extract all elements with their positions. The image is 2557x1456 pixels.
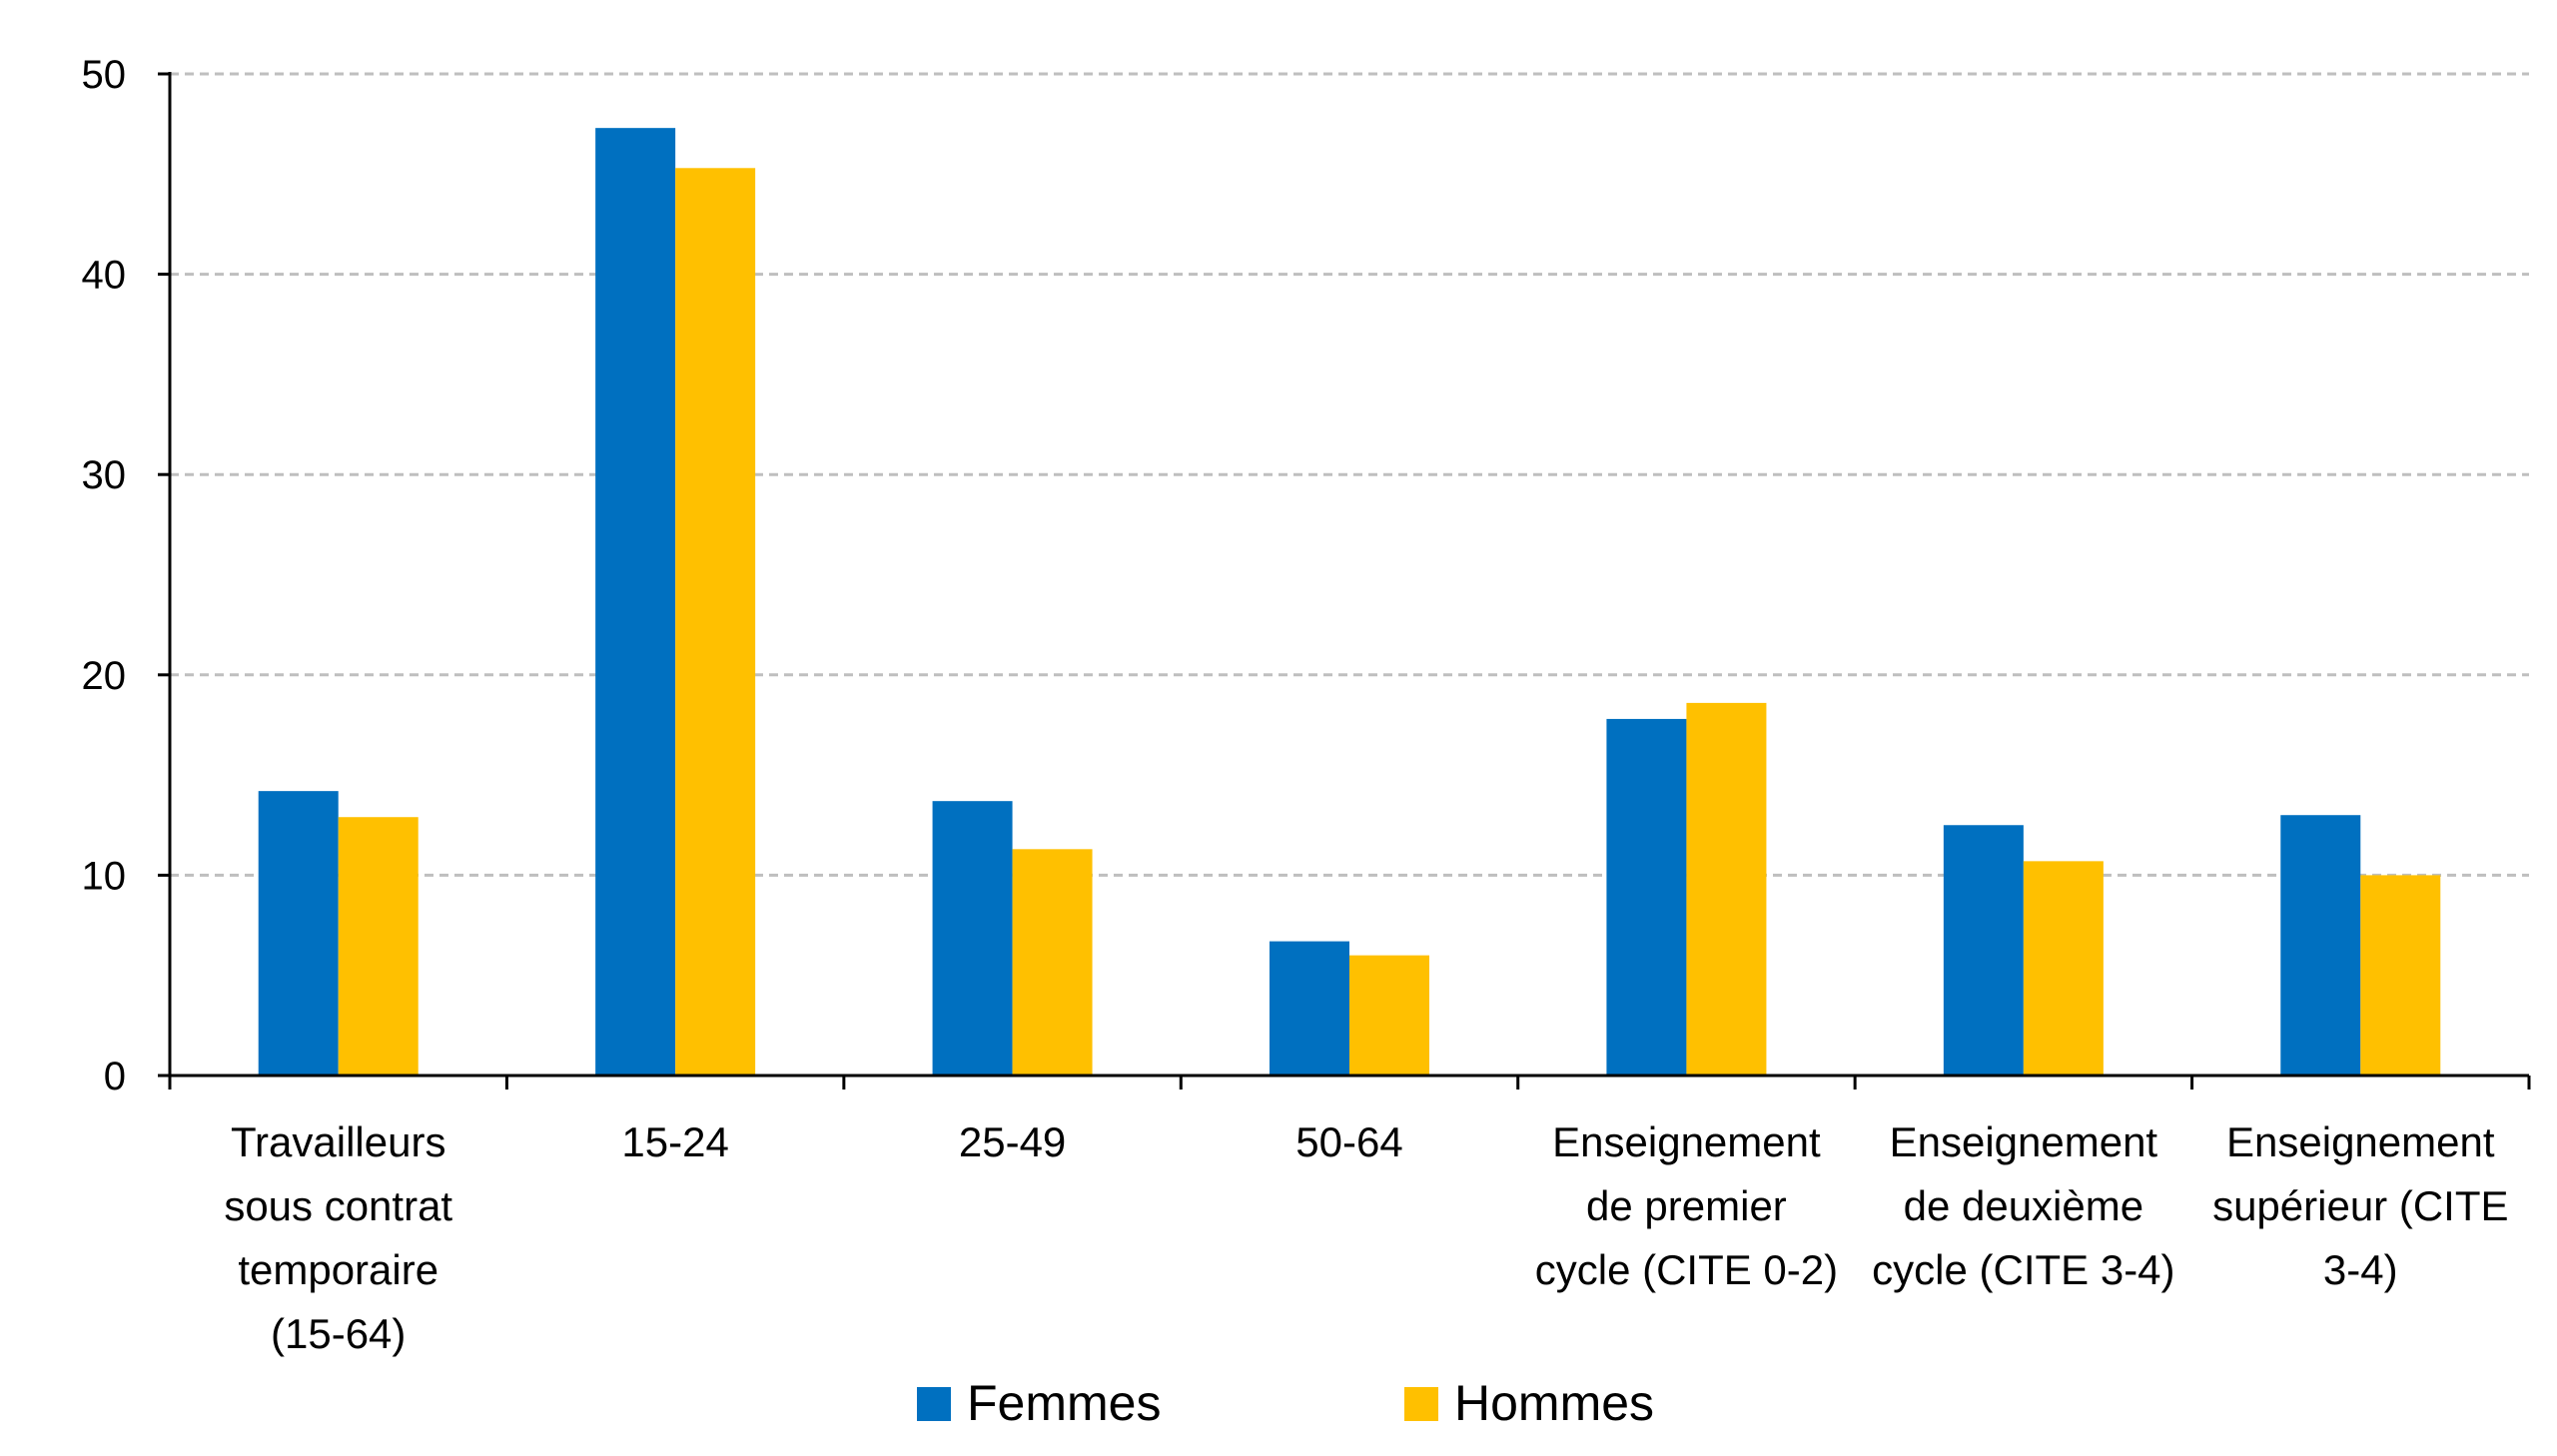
bar-femmes — [258, 791, 339, 1076]
x-tick-label-line: 3-4) — [2323, 1246, 2398, 1293]
y-axis-ticks: 0 10 20 30 40 50 — [82, 53, 170, 1098]
y-tick-label: 10 — [82, 854, 127, 898]
bar-hommes — [1686, 702, 1767, 1076]
gridlines — [170, 72, 2529, 877]
legend: Femmes Hommes — [917, 1375, 1654, 1431]
axes — [168, 72, 2531, 1090]
x-tick-label-line: cycle (CITE 3-4) — [1872, 1246, 2174, 1293]
legend-label: Femmes — [967, 1375, 1161, 1431]
x-tick-label-line: temporaire — [238, 1246, 438, 1293]
x-tick-label: Enseignement de deuxième cycle (CITE 3-4) — [1872, 1118, 2174, 1293]
bar-femmes — [932, 801, 1013, 1076]
bar-hommes — [2023, 861, 2104, 1076]
legend-item-femmes: Femmes — [917, 1375, 1161, 1431]
bar-hommes — [675, 168, 756, 1077]
x-tick-label: Enseignement supérieur (CITE 3-4) — [2212, 1118, 2508, 1293]
y-tick-label: 0 — [104, 1055, 126, 1098]
x-tick-label-line: 15-24 — [621, 1118, 728, 1165]
x-tick-label-line: Enseignement — [1890, 1118, 2158, 1165]
legend-swatch — [917, 1387, 951, 1421]
x-tick-label-line: Travailleurs — [231, 1118, 446, 1165]
bar-hommes — [338, 817, 419, 1076]
x-tick-label-line: Enseignement — [1552, 1118, 1821, 1165]
bar-femmes — [1943, 825, 2024, 1076]
x-tick-label-line: 50-64 — [1295, 1118, 1402, 1165]
x-axis-ticks: Travailleurs sous contrat temporaire (15-64… — [224, 1118, 2508, 1357]
bar-femmes — [595, 128, 676, 1077]
x-tick-label-line: de premier — [1586, 1182, 1787, 1229]
bar-femmes — [1606, 718, 1687, 1076]
x-tick-label: Enseignement de premier cycle (CITE 0-2) — [1535, 1118, 1838, 1293]
y-tick-label: 30 — [82, 453, 127, 497]
bar-hommes — [1349, 955, 1429, 1076]
x-tick-label: 15-24 — [621, 1118, 728, 1165]
x-tick-label-line: Enseignement — [2226, 1118, 2495, 1165]
bars — [258, 128, 2441, 1077]
x-tick-label-line: cycle (CITE 0-2) — [1535, 1246, 1838, 1293]
x-tick-label: Travailleurs sous contrat temporaire (15-64… — [224, 1118, 452, 1357]
x-tick-label-line: sous contrat — [224, 1182, 452, 1229]
bar-femmes — [1270, 941, 1349, 1076]
y-tick-label: 40 — [82, 254, 127, 298]
x-tick-label-line: 25-49 — [959, 1118, 1066, 1165]
x-tick-label-line: (15-64) — [271, 1310, 406, 1357]
x-tick-label-line: supérieur (CITE — [2212, 1182, 2508, 1229]
y-tick-label: 50 — [82, 53, 127, 97]
legend-item-hommes: Hommes — [1404, 1375, 1654, 1431]
x-tick-label-line: de deuxième — [1904, 1182, 2144, 1229]
bar-hommes — [2360, 875, 2441, 1076]
legend-label: Hommes — [1454, 1375, 1654, 1431]
x-tick-label: 25-49 — [959, 1118, 1066, 1165]
bar-hommes — [1012, 849, 1093, 1076]
y-tick-label: 20 — [82, 654, 127, 698]
legend-swatch — [1404, 1387, 1438, 1421]
bar-femmes — [2280, 815, 2361, 1076]
x-tick-label: 50-64 — [1295, 1118, 1402, 1165]
